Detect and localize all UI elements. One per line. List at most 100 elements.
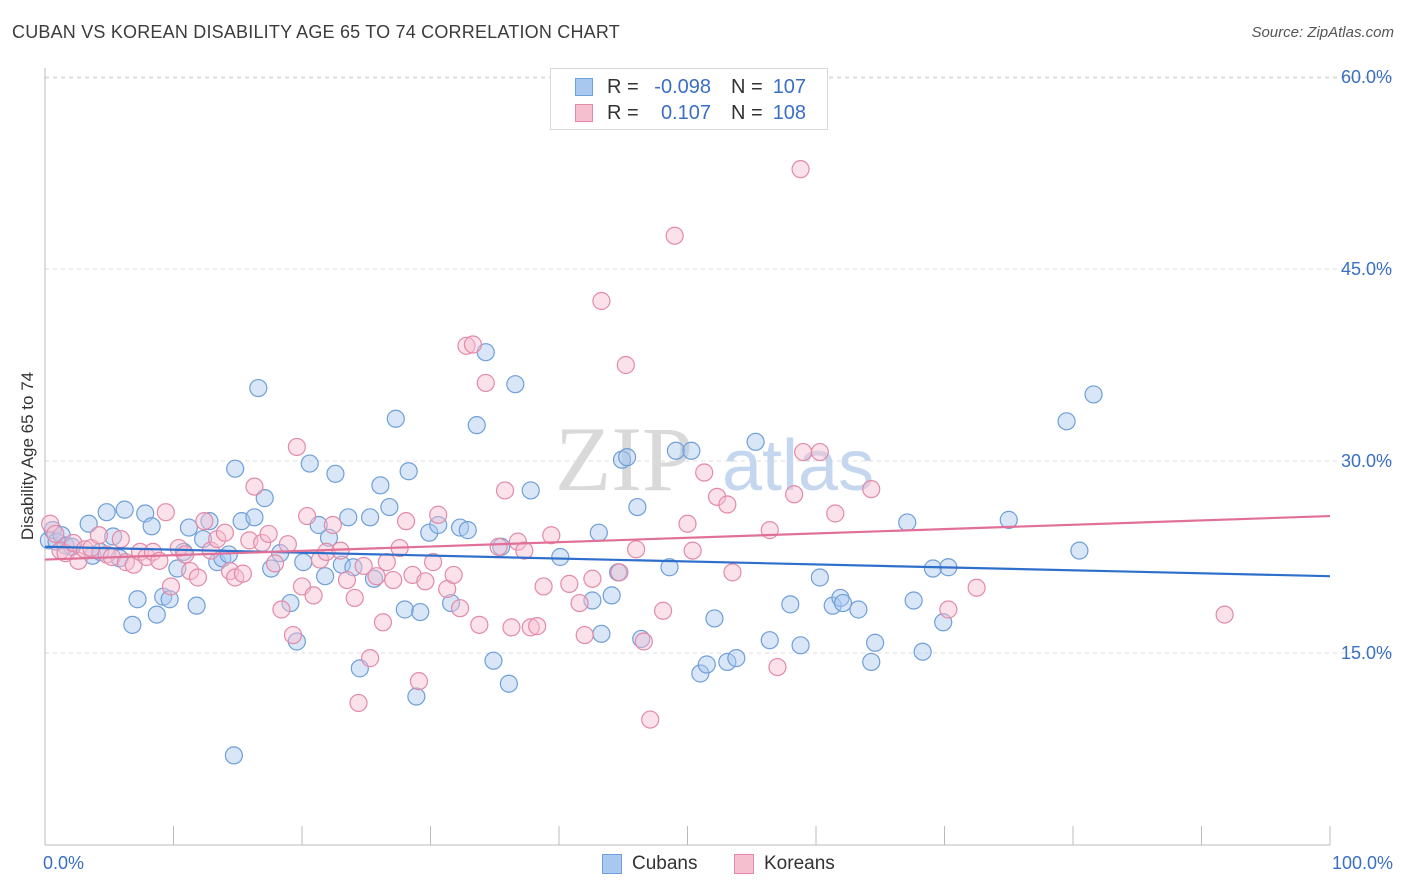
bottom-legend-swatch-koreans xyxy=(734,854,754,874)
data-point-koreans xyxy=(377,553,396,572)
watermark-zip: ZIP xyxy=(555,408,693,510)
data-point-koreans xyxy=(967,578,986,597)
y-tick-label: 45.0% xyxy=(1341,259,1392,279)
data-point-cubans xyxy=(727,649,746,668)
data-point-cubans xyxy=(226,459,245,478)
data-point-koreans xyxy=(272,600,291,619)
data-point-cubans xyxy=(862,652,881,672)
data-point-cubans xyxy=(364,569,384,588)
data-point-koreans xyxy=(298,506,317,526)
data-point-cubans xyxy=(682,441,701,460)
y-axis-label: Disability Age 65 to 74 xyxy=(18,371,37,541)
legend-n-value: 108 xyxy=(772,101,807,124)
data-point-cubans xyxy=(255,489,274,508)
data-point-koreans xyxy=(46,524,65,544)
data-point-cubans xyxy=(618,448,637,467)
data-point-cubans xyxy=(200,512,219,531)
data-point-koreans xyxy=(723,563,742,582)
data-point-koreans xyxy=(463,335,483,354)
data-point-cubans xyxy=(628,497,647,517)
data-point-cubans xyxy=(1057,412,1076,431)
data-point-cubans xyxy=(904,591,923,610)
data-point-koreans xyxy=(323,515,342,535)
data-point-cubans xyxy=(224,746,243,765)
data-point-koreans xyxy=(470,615,489,634)
data-point-koreans xyxy=(626,540,646,559)
data-point-cubans xyxy=(484,651,503,670)
data-point-koreans xyxy=(354,556,373,576)
legend-r-label: R = xyxy=(607,101,639,124)
data-point-cubans xyxy=(386,409,405,428)
data-point-cubans xyxy=(361,508,380,527)
bottom-legend-swatch-cubans xyxy=(602,854,622,874)
data-point-koreans xyxy=(476,373,495,393)
x-tick-label-min: 0.0% xyxy=(43,853,84,873)
data-point-cubans xyxy=(179,518,199,537)
data-point-koreans xyxy=(616,355,635,375)
data-point-cubans xyxy=(810,568,829,587)
data-point-cubans xyxy=(249,378,268,398)
data-point-cubans xyxy=(705,609,724,628)
data-point-cubans xyxy=(115,500,134,519)
series-koreans xyxy=(41,160,1234,729)
data-point-koreans xyxy=(41,514,60,533)
data-point-koreans xyxy=(373,613,393,632)
data-point-cubans xyxy=(187,596,206,615)
data-point-koreans xyxy=(384,570,403,590)
data-point-koreans xyxy=(862,480,881,499)
data-point-cubans xyxy=(128,590,147,609)
data-point-cubans xyxy=(300,454,319,473)
legend-n-label: N = xyxy=(731,75,763,98)
data-point-koreans xyxy=(450,599,470,618)
data-point-koreans xyxy=(641,710,660,729)
data-point-cubans xyxy=(760,631,779,650)
legend-r-value: -0.098 xyxy=(654,75,711,98)
data-point-cubans xyxy=(898,513,917,532)
y-tick-label: 60.0% xyxy=(1341,67,1392,87)
data-point-cubans xyxy=(632,629,651,649)
data-point-koreans xyxy=(695,463,714,482)
data-point-cubans xyxy=(79,514,98,533)
data-point-koreans xyxy=(416,572,435,591)
data-point-cubans xyxy=(429,515,448,535)
data-point-cubans xyxy=(660,558,679,577)
data-point-koreans xyxy=(259,524,278,544)
data-point-koreans xyxy=(396,512,416,531)
data-point-cubans xyxy=(746,432,765,451)
legend-r-label: R = xyxy=(607,75,639,98)
data-point-koreans xyxy=(575,625,594,645)
data-point-koreans xyxy=(528,617,547,636)
data-point-cubans xyxy=(781,595,800,614)
data-point-koreans xyxy=(542,526,561,545)
data-point-koreans xyxy=(570,593,589,613)
data-point-cubans xyxy=(551,547,570,567)
data-point-cubans xyxy=(589,523,608,542)
trend-lines xyxy=(44,514,1331,578)
data-point-cubans xyxy=(371,476,390,495)
bottom-legend-koreans: Koreans xyxy=(734,852,835,876)
data-point-koreans xyxy=(188,568,208,587)
legend-n-label: N = xyxy=(731,101,763,124)
y-tick-label: 30.0% xyxy=(1341,451,1392,471)
data-point-koreans xyxy=(718,495,737,514)
axes xyxy=(44,68,1331,846)
legend-box: R = -0.098 N = 107 R = 0.107 N = 108 xyxy=(550,68,828,130)
x-tick-label-max: 100.0% xyxy=(1332,853,1393,873)
data-point-cubans xyxy=(123,615,142,634)
data-point-koreans xyxy=(791,160,810,179)
data-point-cubans xyxy=(467,416,486,435)
data-point-cubans xyxy=(245,508,264,527)
data-point-cubans xyxy=(281,593,300,613)
data-point-cubans xyxy=(999,510,1018,529)
bottom-legend-label-cubans: Cubans xyxy=(632,853,698,874)
data-point-cubans xyxy=(97,503,116,522)
data-point-koreans xyxy=(489,537,508,556)
data-point-cubans xyxy=(697,655,716,674)
data-point-koreans xyxy=(345,588,364,608)
data-point-koreans xyxy=(634,632,653,651)
data-point-cubans xyxy=(147,605,166,624)
legend-row-koreans: R = 0.107 N = 108 xyxy=(575,101,806,125)
legend-n-value: 107 xyxy=(772,75,807,98)
data-point-koreans xyxy=(826,504,845,523)
data-point-cubans xyxy=(1084,385,1103,404)
